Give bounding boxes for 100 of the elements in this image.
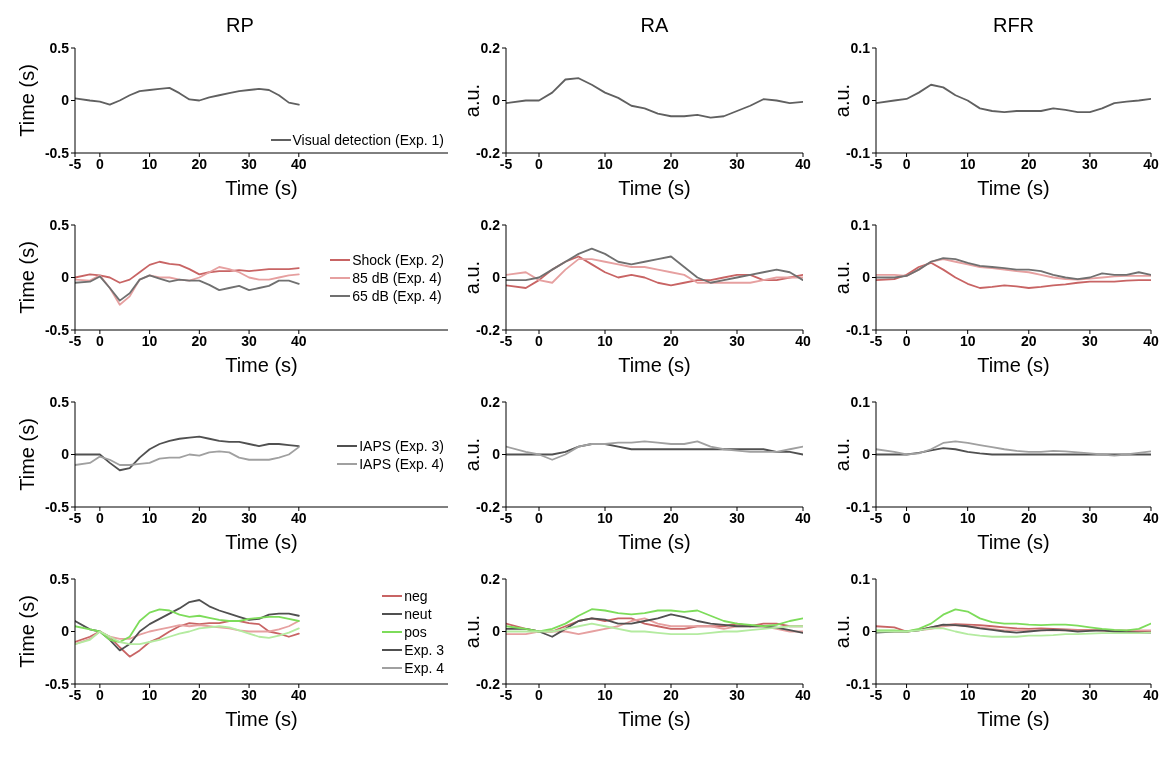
y-axis-title: Time (s): [16, 418, 39, 491]
x-axis-title: Time (s): [225, 177, 298, 199]
y-tick-label: 0.2: [480, 39, 501, 56]
x-tick-label: 30: [241, 332, 258, 349]
x-tick-label: 20: [663, 686, 679, 703]
y-tick-label: -0.1: [845, 675, 871, 692]
x-tick-label: 10: [959, 686, 976, 703]
x-tick-label: 40: [795, 155, 811, 172]
y-axis-title: Time (s): [16, 64, 39, 137]
x-tick-label: 40: [795, 332, 811, 349]
x-axis-title: Time (s): [225, 708, 298, 730]
y-tick-label: -0.5: [44, 144, 70, 161]
y-axis-title: Time (s): [16, 595, 39, 668]
x-tick-label: 30: [241, 155, 258, 172]
line-series: [75, 266, 300, 306]
x-axis-title: Time (s): [977, 177, 1050, 199]
x-axis-title: Time (s): [618, 177, 691, 199]
chart-title: RA: [639, 14, 670, 37]
y-tick-label: 0.1: [850, 570, 871, 587]
x-tick-label: 20: [191, 332, 208, 349]
line-series: [75, 599, 300, 652]
x-tick-label: 10: [141, 509, 158, 526]
y-tick-label: -0.2: [475, 675, 501, 692]
y-tick-label: 0: [492, 446, 501, 463]
x-tick-label: -5: [869, 332, 883, 349]
y-tick-label: 0: [61, 446, 70, 463]
line-series: [75, 87, 300, 106]
x-axis-title: Time (s): [618, 354, 691, 376]
y-tick-label: -0.1: [845, 144, 871, 161]
x-tick-label: -5: [68, 686, 82, 703]
line-series: [876, 261, 1151, 289]
y-tick-label: 0: [492, 623, 501, 640]
line-series: [506, 440, 803, 461]
y-tick-label: 0.1: [850, 39, 871, 56]
x-tick-label: 20: [663, 509, 679, 526]
y-tick-label: 0.1: [850, 393, 871, 410]
y-tick-label: 0.5: [49, 393, 70, 410]
line-series: [75, 435, 300, 472]
x-tick-label: 20: [1020, 332, 1037, 349]
x-tick-label: 0: [902, 686, 911, 703]
y-tick-label: -0.2: [475, 321, 501, 338]
y-axis-title: a.u.: [461, 260, 484, 295]
x-tick-label: -5: [869, 509, 883, 526]
x-tick-label: -5: [499, 686, 513, 703]
y-axis-title: a.u.: [461, 437, 484, 472]
legend-label: pos: [404, 622, 427, 641]
chart-title: RFR: [991, 14, 1036, 37]
y-tick-label: 0: [862, 623, 871, 640]
x-tick-label: 10: [141, 155, 158, 172]
x-tick-label: -5: [869, 155, 883, 172]
y-tick-label: 0.5: [49, 39, 70, 56]
x-tick-label: 0: [95, 686, 104, 703]
line-series: [75, 625, 300, 645]
legend-label: neg: [404, 586, 428, 605]
line-series: [75, 446, 300, 466]
y-tick-label: -0.1: [845, 498, 871, 515]
y-tick-label: 0.5: [49, 216, 70, 233]
y-tick-label: 0.5: [49, 570, 70, 587]
x-tick-label: 20: [191, 155, 208, 172]
x-tick-label: 30: [1082, 155, 1098, 172]
x-tick-label: 30: [729, 509, 745, 526]
y-tick-label: -0.1: [845, 321, 871, 338]
x-tick-label: 20: [663, 155, 679, 172]
y-tick-label: 0.1: [850, 216, 871, 233]
x-tick-label: 20: [1020, 509, 1037, 526]
legend-label: neut: [404, 604, 432, 623]
x-tick-label: 30: [729, 332, 745, 349]
x-tick-label: 10: [141, 686, 158, 703]
y-axis-title: a.u.: [461, 614, 484, 649]
x-tick-label: 10: [141, 332, 158, 349]
line-series: [876, 608, 1151, 633]
x-tick-label: 0: [902, 155, 911, 172]
x-tick-label: 30: [1082, 686, 1098, 703]
x-tick-label: 10: [959, 332, 976, 349]
y-tick-label: 0: [492, 269, 501, 286]
x-tick-label: -5: [869, 686, 883, 703]
x-tick-label: 0: [535, 155, 544, 172]
y-tick-label: 0.2: [480, 216, 501, 233]
y-tick-label: 0: [61, 623, 70, 640]
x-tick-label: -5: [499, 332, 513, 349]
y-tick-label: -0.5: [44, 675, 70, 692]
line-series: [75, 274, 300, 302]
x-tick-label: 30: [729, 155, 745, 172]
annotation: Exp. 3: [404, 640, 444, 659]
x-tick-label: 10: [597, 509, 613, 526]
line-series: [506, 77, 803, 119]
x-axis-title: Time (s): [225, 531, 298, 553]
x-tick-label: 40: [1143, 332, 1159, 349]
x-tick-label: -5: [68, 332, 82, 349]
x-tick-label: 20: [191, 686, 208, 703]
line-series: [506, 608, 803, 633]
x-tick-label: 40: [291, 686, 307, 703]
x-axis-title: Time (s): [977, 531, 1050, 553]
x-tick-label: 40: [291, 155, 307, 172]
x-tick-label: 10: [959, 509, 976, 526]
legend-label: IAPS (Exp. 3): [359, 436, 444, 455]
x-axis-title: Time (s): [977, 354, 1050, 376]
x-tick-label: 40: [795, 509, 811, 526]
chart-title: RP: [225, 14, 255, 37]
line-series: [75, 608, 300, 643]
